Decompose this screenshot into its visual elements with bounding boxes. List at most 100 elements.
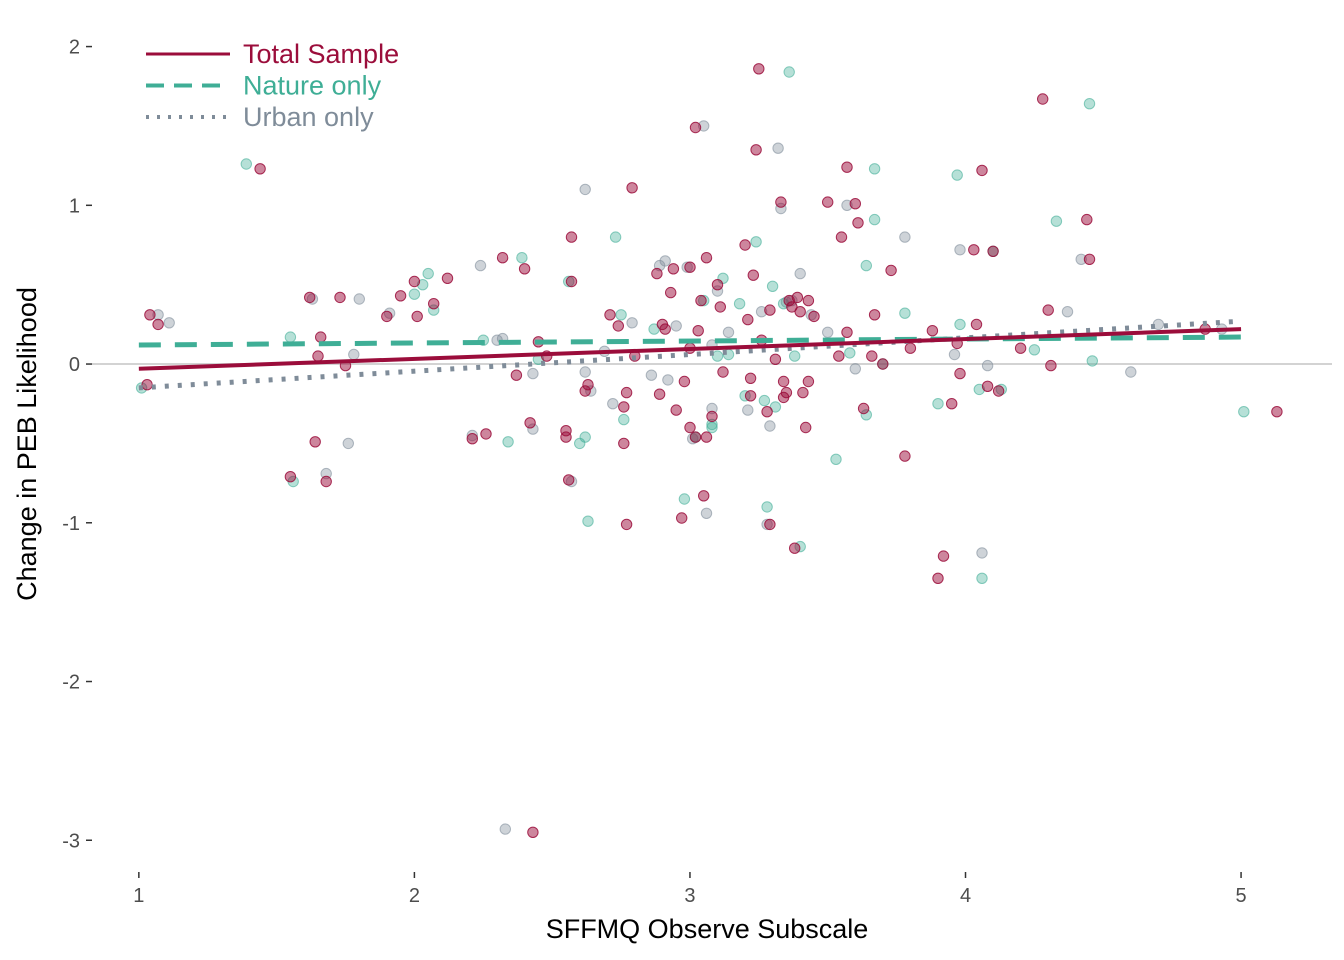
data-point-total-sample bbox=[794, 306, 806, 318]
data-point-total-sample bbox=[866, 350, 878, 362]
data-point-urban-only bbox=[700, 507, 713, 519]
data-point-total-sample bbox=[968, 244, 980, 256]
data-point-total-sample bbox=[510, 369, 523, 381]
data-point-total-sample bbox=[411, 310, 423, 323]
data-point-urban-only bbox=[626, 317, 638, 329]
data-point-total-sample bbox=[665, 286, 677, 299]
data-point-total-sample bbox=[970, 318, 983, 331]
data-point-urban-only bbox=[662, 374, 674, 386]
data-point-total-sample bbox=[676, 512, 688, 524]
data-point-nature-only bbox=[868, 163, 881, 175]
data-point-nature-only bbox=[769, 401, 782, 413]
data-point-urban-only bbox=[899, 231, 911, 243]
data-point-urban-only bbox=[579, 183, 591, 196]
y-tick-label: -1 bbox=[62, 513, 80, 535]
data-point-nature-only bbox=[422, 267, 434, 280]
data-point-nature-only bbox=[516, 252, 528, 264]
fit-line-urban-only bbox=[138, 318, 1242, 391]
data-point-nature-only bbox=[1050, 215, 1063, 227]
data-point-total-sample bbox=[711, 279, 724, 291]
data-point-total-sample bbox=[527, 826, 539, 838]
data-point-nature-only bbox=[976, 572, 988, 584]
data-point-total-sample bbox=[565, 231, 578, 243]
data-point-total-sample bbox=[802, 375, 815, 388]
data-point-total-sample bbox=[678, 375, 691, 388]
y-axis-title: Change in PEB Likelihood bbox=[12, 287, 42, 601]
data-point-total-sample bbox=[992, 385, 1005, 397]
data-point-total-sample bbox=[987, 245, 999, 258]
data-point-total-sample bbox=[626, 182, 638, 194]
data-point-total-sample bbox=[604, 309, 616, 321]
data-point-total-sample bbox=[659, 323, 671, 335]
data-point-total-sample bbox=[742, 313, 754, 326]
data-point-nature-only bbox=[750, 236, 762, 248]
data-point-total-sample bbox=[496, 252, 509, 264]
data-point-total-sample bbox=[833, 350, 845, 362]
data-point-total-sample bbox=[692, 325, 704, 337]
data-point-total-sample bbox=[304, 291, 316, 304]
y-tick-label: -3 bbox=[62, 830, 80, 852]
data-point-total-sample bbox=[1037, 93, 1049, 105]
data-point-total-sample bbox=[946, 398, 958, 410]
data-point-nature-only bbox=[579, 431, 591, 443]
data-point-total-sample bbox=[309, 436, 321, 448]
data-point-total-sample bbox=[670, 404, 682, 416]
data-point-nature-only bbox=[789, 350, 801, 362]
data-point-total-sample bbox=[334, 291, 346, 304]
data-point-total-sample bbox=[822, 196, 834, 208]
data-point-total-sample bbox=[835, 231, 848, 243]
data-point-total-sample bbox=[1271, 406, 1283, 418]
fit-lines-layer bbox=[138, 318, 1242, 391]
data-point-total-sample bbox=[394, 290, 407, 302]
data-point-total-sample bbox=[954, 367, 966, 380]
data-point-nature-only bbox=[1028, 344, 1041, 356]
data-point-total-sample bbox=[739, 239, 751, 251]
data-point-nature-only bbox=[932, 398, 944, 410]
data-point-urban-only bbox=[1125, 366, 1137, 378]
legend-item-nature-only: Nature only bbox=[146, 71, 382, 101]
data-point-total-sample bbox=[706, 410, 718, 423]
data-point-total-sample bbox=[852, 217, 864, 229]
axes-layer: 1 2 3 4 5 -3 -2 -1 0 1 2 bbox=[62, 37, 1246, 907]
data-point-urban-only bbox=[1061, 306, 1074, 318]
data-point-total-sample bbox=[744, 390, 757, 402]
data-point-total-sample bbox=[1083, 253, 1096, 265]
data-point-nature-only bbox=[1086, 355, 1099, 367]
data-point-urban-only bbox=[822, 326, 834, 338]
data-point-nature-only bbox=[844, 347, 856, 359]
data-point-total-sample bbox=[684, 261, 696, 273]
data-point-total-sample bbox=[750, 144, 762, 156]
data-point-total-sample bbox=[320, 475, 332, 488]
data-point-total-sample bbox=[800, 421, 812, 434]
data-point-total-sample bbox=[141, 379, 153, 391]
data-point-total-sample bbox=[744, 372, 757, 384]
data-point-total-sample bbox=[786, 301, 798, 313]
data-point-urban-only bbox=[499, 823, 511, 835]
points-layer bbox=[135, 63, 1283, 838]
data-point-nature-only bbox=[678, 493, 691, 505]
data-point-urban-only bbox=[579, 366, 591, 378]
data-point-total-sample bbox=[651, 267, 663, 280]
data-point-urban-only bbox=[607, 398, 619, 410]
data-point-total-sample bbox=[841, 161, 853, 173]
data-point-total-sample bbox=[926, 325, 939, 337]
data-point-total-sample bbox=[877, 358, 889, 370]
data-point-total-sample bbox=[747, 269, 759, 281]
data-point-nature-only bbox=[408, 288, 421, 300]
data-point-total-sample bbox=[563, 474, 575, 486]
data-point-total-sample bbox=[284, 471, 297, 483]
data-point-total-sample bbox=[777, 375, 790, 388]
data-point-nature-only bbox=[615, 309, 627, 321]
data-point-total-sample bbox=[582, 379, 594, 391]
data-point-urban-only bbox=[976, 547, 988, 559]
data-point-total-sample bbox=[789, 542, 801, 554]
data-point-total-sample bbox=[254, 163, 266, 175]
data-point-total-sample bbox=[565, 275, 578, 288]
data-point-total-sample bbox=[408, 275, 421, 288]
data-point-total-sample bbox=[518, 263, 531, 275]
data-point-nature-only bbox=[860, 259, 872, 272]
data-point-urban-only bbox=[474, 259, 487, 272]
data-point-total-sample bbox=[885, 264, 897, 277]
